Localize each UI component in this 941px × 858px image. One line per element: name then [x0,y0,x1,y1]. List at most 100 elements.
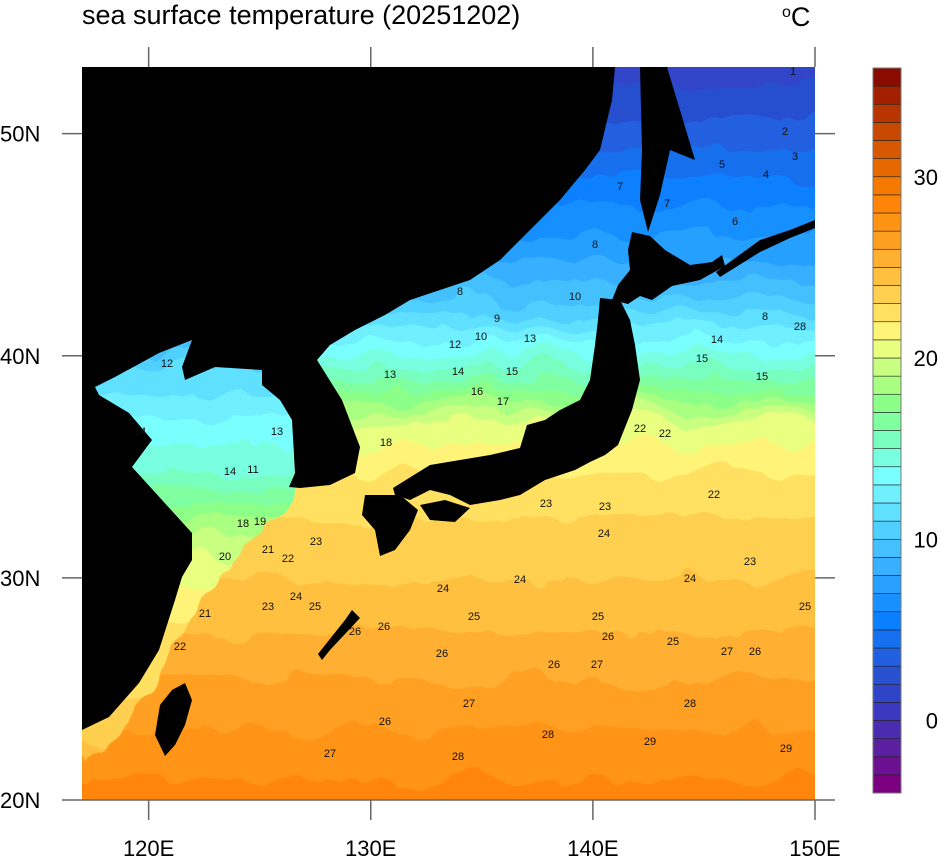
contour-label: 29 [644,736,656,748]
contour-label: 8 [592,239,598,251]
contour-label: 25 [592,611,604,623]
colorbar-box [872,702,902,721]
contour-label: 1 [790,66,796,78]
contour-label: 5 [719,159,725,171]
contour-label: 19 [254,516,266,528]
contour-label: 15 [506,366,518,378]
degree-symbol: o [782,4,791,21]
contour-label: 12 [161,358,173,370]
kyushu-land [362,495,418,556]
contour-label: 14 [224,466,236,478]
colorbar-box [872,683,902,703]
colorbar-tick-label: 0 [926,709,938,734]
contour-label: 9 [494,313,500,325]
contour-label: 26 [436,648,448,660]
contour-label: 8 [762,311,768,323]
contour-label: 16 [471,386,483,398]
contour-label: 7 [617,181,623,193]
kuril-islands-land [716,220,815,277]
contour-label: 25 [468,611,480,623]
colorbar-box [872,212,902,232]
colorbar-box [872,448,902,468]
contour-label: 8 [457,286,463,298]
contour-label: 26 [379,716,391,728]
colorbar-box [872,629,902,649]
asia-mainland-land [82,67,615,730]
sakhalin-land [640,67,695,232]
colorbar-box [872,248,902,268]
hokkaido-land [612,232,725,304]
colorbar-box [872,321,902,341]
contour-label: 24 [598,528,610,540]
colorbar: 0 10 20 30 [872,67,938,794]
colorbar-box [872,194,902,214]
contour-label: 13 [271,426,283,438]
colorbar-box [872,484,902,504]
colorbar-box [872,502,902,522]
map-axes: 120E 130E 140E 150E 50N 40N 30N 20N [0,47,841,858]
contour-label: 22 [708,489,720,501]
contour-label: 28 [452,751,464,763]
contour-label: 7 [664,198,670,210]
contour-label: 22 [659,428,671,440]
colorbar-box [872,267,902,286]
contour-label: 25 [309,601,321,613]
lon-tick-label: 140E [567,836,618,858]
contour-label: 24 [684,573,696,585]
contour-label: 23 [744,556,756,568]
contour-label: 26 [602,631,614,643]
contour-label: 10 [475,331,487,343]
colorbar-box [872,430,902,449]
colorbar-box [872,665,902,685]
contour-label: 23 [540,498,552,510]
contour-label: 25 [799,601,811,613]
lat-tick-label: 40N [0,344,40,369]
lon-tick-label: 130E [345,836,396,858]
colorbar-box [872,557,902,576]
contour-label: 23 [262,601,274,613]
colorbar-box [872,774,902,794]
contour-label: 28 [684,698,696,710]
colorbar-tick-label: 30 [914,165,938,190]
colorbar-box [872,339,902,359]
contour-label: 26 [378,621,390,633]
contour-label: 27 [324,748,336,760]
taiwan-land [155,683,192,756]
contour-label: 28 [542,729,554,741]
lon-tick-label: 150E [789,836,840,858]
contour-label: 15 [696,353,708,365]
colorbar-box [872,412,902,431]
honshu-land [393,298,640,505]
contour-label: 3 [792,151,798,163]
colorbar-box [872,575,902,594]
contour-label: 20 [219,551,231,563]
colorbar-box [872,611,902,631]
unit-letter: C [790,2,811,32]
contour-label: 15 [756,371,768,383]
colorbar-box [872,285,902,304]
colorbar-box [872,158,902,178]
contour-label: 27 [721,646,733,658]
contour-label: 27 [463,698,475,710]
contour-label: 10 [569,291,581,303]
colorbar-tick-label: 20 [914,346,938,371]
colorbar-box [872,176,902,196]
contour-label: 28 [794,321,806,333]
colorbar-box [872,103,902,123]
contour-label: 4 [763,169,769,181]
ryukyu-islands-land [318,610,360,660]
land-mask [82,67,815,756]
contour-label: 13 [524,333,536,345]
contour-label: 22 [174,641,186,653]
colorbar-box [872,466,902,486]
colorbar-box [872,738,902,758]
contour-label: 14 [452,366,464,378]
contour-label: 23 [310,536,322,548]
chart-title: sea surface temperature (20251202) [82,0,521,30]
contour-label: 22 [282,553,294,565]
contour-label: 26 [349,626,361,638]
contour-label: 18 [237,518,249,530]
contour-label: 24 [290,591,302,603]
